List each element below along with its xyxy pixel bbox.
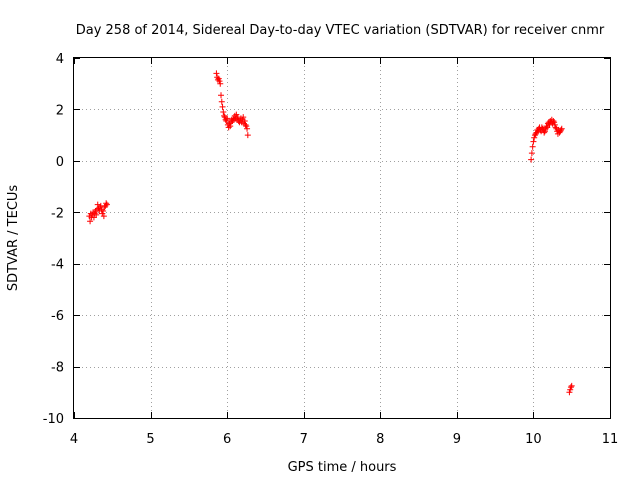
data-point: [217, 80, 224, 87]
axis-ticks: [74, 58, 611, 419]
data-point: [223, 118, 230, 124]
data-point: [100, 213, 107, 220]
data-point: [215, 75, 222, 82]
data-point: [242, 121, 249, 128]
data-point: [550, 118, 557, 124]
grid-lines: [74, 58, 610, 418]
data-point: [529, 143, 536, 150]
data-point: [219, 103, 226, 110]
tick-labels: 4 5 6 7 8 9 10 11 4 2 0 -2 -4 -6 -8 -10: [43, 52, 619, 447]
data-point: [87, 218, 94, 225]
data-point: [530, 138, 537, 145]
y-tick-label: 4: [56, 52, 64, 67]
x-tick-label: 11: [602, 432, 619, 447]
data-point: [218, 92, 225, 99]
y-tick-label: -6: [51, 309, 64, 324]
data-point: [551, 121, 558, 128]
data-point: [218, 98, 225, 105]
data-point: [568, 382, 575, 389]
data-point: [103, 200, 110, 207]
data-point: [567, 386, 574, 393]
data-point: [243, 123, 250, 130]
data-point: [531, 134, 538, 141]
data-point: [566, 389, 573, 396]
data-point: [221, 112, 228, 119]
y-tick-label: -8: [51, 361, 64, 376]
data-point: [234, 114, 241, 121]
x-tick-label: 6: [223, 432, 231, 447]
data-point: [100, 208, 107, 214]
data-point: [244, 125, 251, 132]
data-point: [567, 384, 574, 391]
data-point: [103, 201, 110, 208]
data-point: [541, 129, 548, 136]
x-tick-label: 10: [525, 432, 542, 447]
x-tick-label: 9: [453, 432, 461, 447]
y-tick-label: -10: [43, 412, 64, 427]
plot-frame: [73, 57, 611, 419]
x-tick-label: 7: [300, 432, 308, 447]
x-tick-label: 5: [146, 432, 154, 447]
data-point: [220, 109, 227, 115]
data-point: [240, 114, 247, 121]
data-point: [528, 150, 535, 157]
data-point: [557, 127, 564, 133]
x-tick-label: 8: [376, 432, 384, 447]
data-point: [224, 115, 231, 122]
y-axis-label: SDTVAR / TECUs: [6, 185, 21, 292]
data-point: [244, 132, 251, 139]
y-tick-label: 0: [56, 155, 64, 170]
data-point: [216, 78, 223, 85]
data-point: [551, 119, 558, 126]
data-point: [558, 125, 565, 132]
data-point: [552, 124, 559, 131]
data-point: [241, 118, 248, 124]
y-tick-label: -2: [51, 206, 64, 221]
y-tick-label: 2: [56, 103, 64, 118]
data-point: [528, 156, 535, 163]
chart-title: Day 258 of 2014, Sidereal Day-to-day VTE…: [76, 23, 605, 38]
y-tick-label: -4: [51, 258, 64, 273]
data-point: [541, 128, 548, 135]
data-point: [93, 211, 100, 218]
data-series: [86, 70, 575, 396]
data-point: [227, 123, 234, 130]
x-tick-label: 4: [70, 432, 78, 447]
data-point: [213, 70, 220, 77]
x-axis-label: GPS time / hours: [288, 460, 397, 475]
